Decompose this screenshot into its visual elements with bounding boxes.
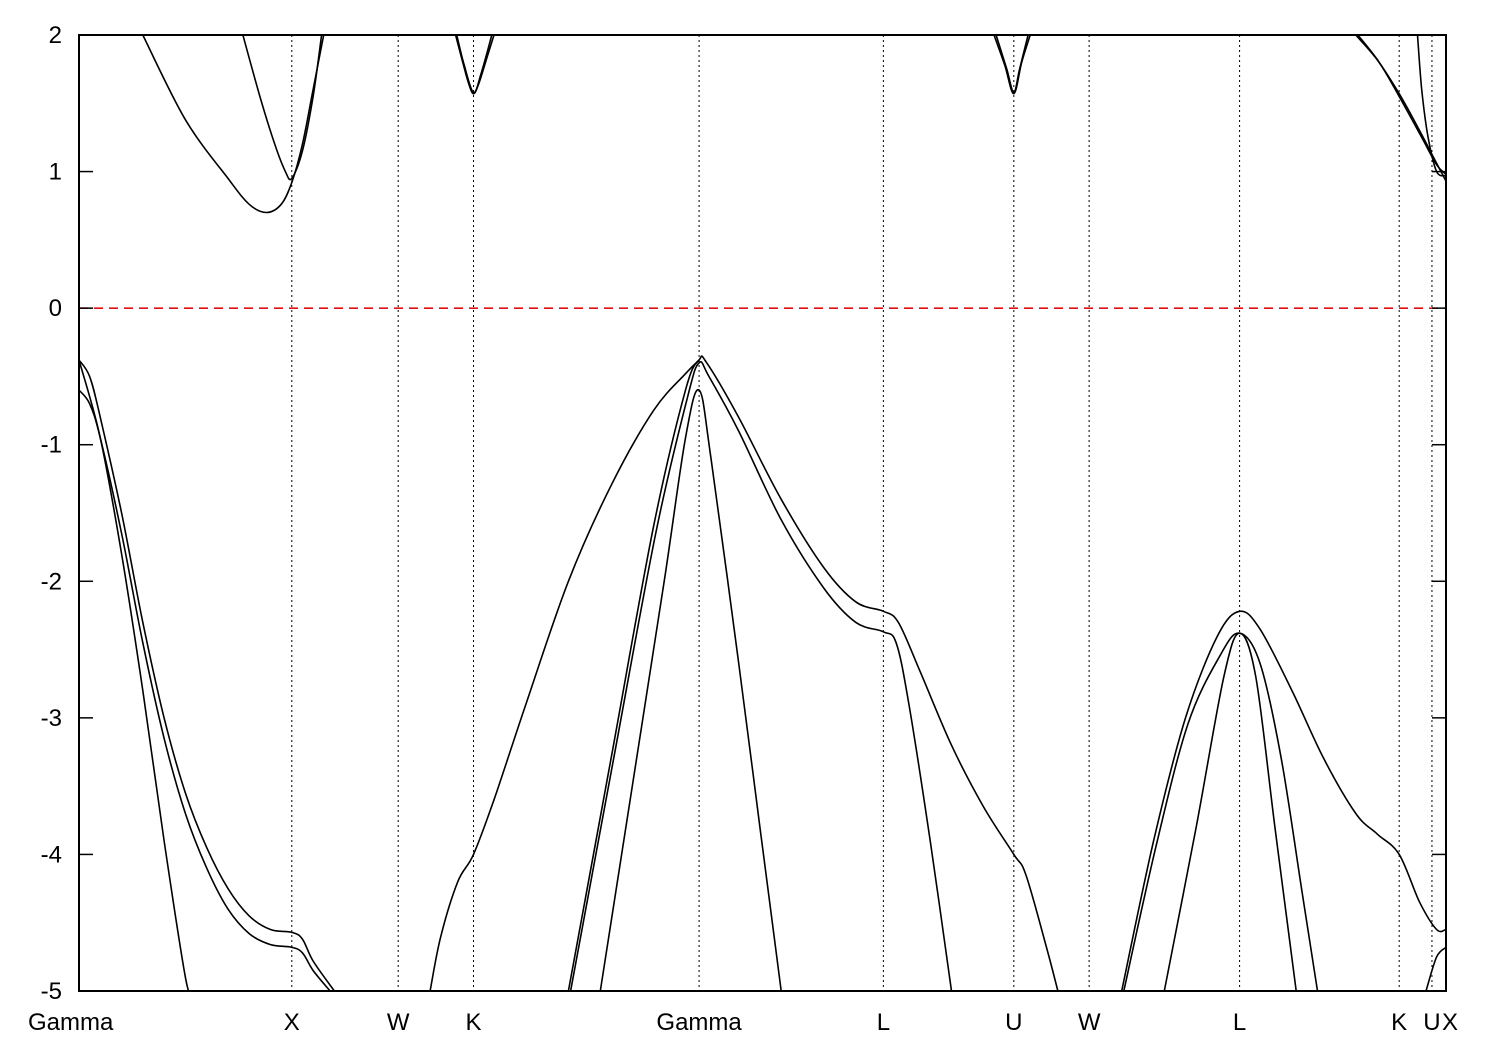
x-tick-label: L xyxy=(1233,1009,1246,1036)
band-series-line xyxy=(1357,35,1446,175)
band-series-line xyxy=(79,359,336,991)
plot-frame xyxy=(78,34,1447,992)
band-series-line xyxy=(1416,35,1446,177)
y-axis-ticks: -5 -4 -3 -2 -1 0 1 2 xyxy=(41,22,1446,1005)
band-series-line xyxy=(455,35,493,94)
band-series-line xyxy=(142,35,325,214)
y-tick-label: -2 xyxy=(41,568,62,595)
high-symmetry-lines xyxy=(291,35,1433,991)
band-series-line xyxy=(79,389,331,991)
y-tick-label: 0 xyxy=(49,295,62,322)
x-tick-label: L xyxy=(877,1009,890,1036)
band-series-line xyxy=(429,359,700,991)
y-tick-label: -4 xyxy=(41,841,62,868)
y-tick-label: -5 xyxy=(41,978,62,1005)
band-series-line xyxy=(1120,610,1446,991)
x-tick-label: X xyxy=(284,1009,300,1036)
x-tick-label: U xyxy=(1005,1009,1022,1036)
x-tick-label: X xyxy=(1442,1009,1458,1036)
band-series-line xyxy=(599,389,782,991)
x-tick-label: W xyxy=(387,1009,410,1036)
x-tick-label: K xyxy=(466,1009,482,1036)
band-series-line xyxy=(569,361,953,991)
x-tick-label: W xyxy=(1078,1009,1101,1036)
x-axis-labels: Gamma X W K Gamma L U W L K U X xyxy=(28,1009,1458,1036)
band-lines xyxy=(79,35,1446,991)
band-series-line xyxy=(1163,632,1297,991)
x-tick-label: Gamma xyxy=(28,1009,114,1036)
x-tick-label: U xyxy=(1423,1009,1440,1036)
band-series-line xyxy=(567,355,1059,991)
band-series-line xyxy=(242,35,323,181)
band-series-line xyxy=(79,359,193,991)
band-series-line xyxy=(995,35,1029,94)
band-series-line xyxy=(1425,946,1446,991)
y-tick-label: 1 xyxy=(49,159,62,186)
y-tick-label: 2 xyxy=(49,22,62,49)
y-tick-label: -1 xyxy=(41,432,62,459)
x-tick-label: K xyxy=(1391,1009,1407,1036)
band-series-line xyxy=(993,35,1031,95)
y-tick-label: -3 xyxy=(41,705,62,732)
band-series-line xyxy=(454,35,495,95)
x-tick-label: Gamma xyxy=(656,1009,742,1036)
